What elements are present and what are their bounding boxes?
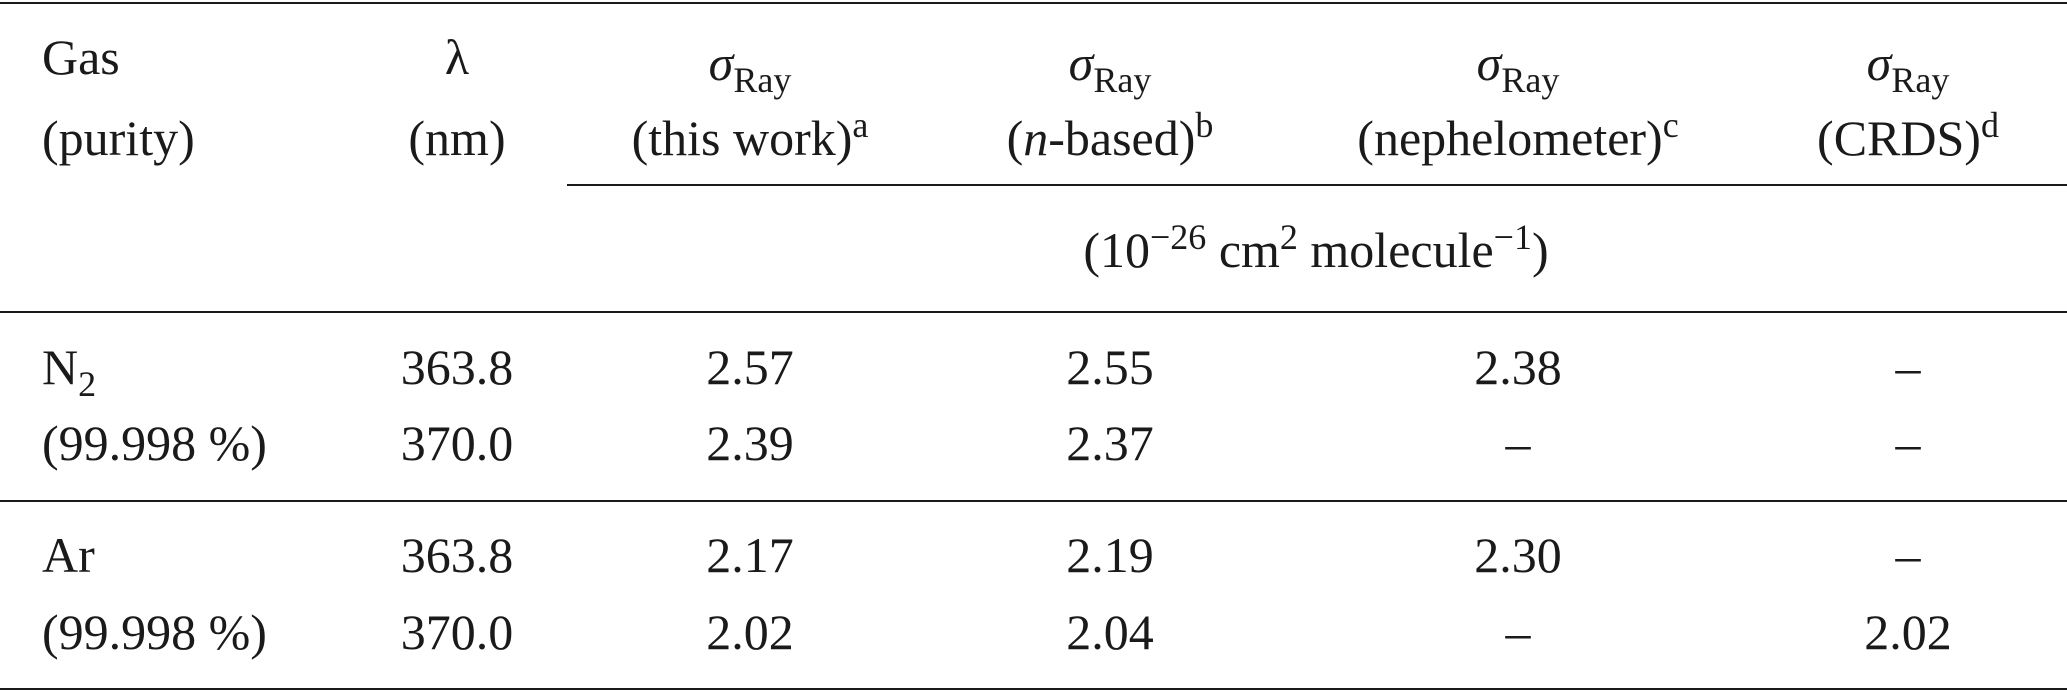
header-gas: Gas [42, 29, 120, 85]
purity-n2: (99.998 %) [42, 415, 267, 471]
this-work-cell: 2.17 [706, 527, 794, 583]
header-sigma-this-work: σRay [708, 35, 792, 98]
sigma-subscript: Ray [733, 60, 792, 100]
crds-cell: – [1895, 415, 1921, 471]
units-molecule: molecule [1297, 222, 1494, 278]
header-sigma-crds: σRay [1866, 35, 1950, 98]
crds-cell: – [1895, 527, 1921, 583]
n-based-cell: 2.04 [1066, 604, 1154, 660]
this-work-cell: 2.57 [706, 339, 794, 395]
units-base: (10 [1083, 222, 1151, 278]
footnote-c: c [1662, 105, 1679, 145]
footnote-d: d [1980, 105, 1999, 145]
gas-ar: Ar [42, 530, 95, 580]
header-nephelometer-label: (nephelometer) [1357, 110, 1663, 166]
nephelometer-cell: – [1505, 604, 1531, 660]
top-rule [0, 2, 2067, 4]
header-units: (10−26 cm2 molecule−1) [1083, 219, 1549, 278]
header-purity: (purity) [42, 110, 195, 166]
units-close: ) [1531, 222, 1549, 278]
header-nephelometer: (nephelometer)c [1357, 107, 1678, 166]
gas-n2: N2 [42, 339, 96, 402]
lambda-cell: 363.8 [400, 339, 514, 395]
units-cm: cm [1206, 222, 1280, 278]
sigma-subscript: Ray [1891, 60, 1950, 100]
open-paren: ( [1006, 110, 1024, 166]
this-work-cell: 2.39 [706, 415, 794, 471]
header-n-based-label: -based) [1048, 110, 1196, 166]
n-based-cell: 2.55 [1066, 339, 1154, 395]
header-rule [0, 311, 2067, 313]
gas-name: Ar [42, 527, 95, 583]
sigma-symbol: σ [1068, 35, 1094, 91]
header-sub-rule [567, 184, 2067, 186]
header-sigma-nephelometer: σRay [1476, 35, 1560, 98]
this-work-cell: 2.02 [706, 604, 794, 660]
gas-subscript: 2 [78, 364, 97, 404]
n-italic: n [1023, 110, 1049, 166]
lambda-cell: 370.0 [400, 604, 514, 660]
header-crds-label: (CRDS) [1817, 110, 1981, 166]
header-crds: (CRDS)d [1817, 107, 1999, 166]
sigma-symbol: σ [708, 35, 734, 91]
lambda-cell: 363.8 [400, 527, 514, 583]
gas-name: N [42, 339, 79, 395]
purity-ar: (99.998 %) [42, 604, 267, 660]
sigma-symbol: σ [1476, 35, 1502, 91]
header-sigma-n-based: σRay [1068, 35, 1152, 98]
units-exp-2: 2 [1279, 217, 1298, 257]
sigma-subscript: Ray [1093, 60, 1152, 100]
footnote-a: a [852, 105, 869, 145]
sigma-symbol: σ [1866, 35, 1892, 91]
lambda-cell: 370.0 [400, 415, 514, 471]
header-lambda-unit: (nm) [408, 110, 506, 166]
n-based-cell: 2.19 [1066, 527, 1154, 583]
crds-cell: – [1895, 339, 1921, 395]
header-lambda: λ [444, 29, 470, 85]
units-exp-26: −26 [1150, 217, 1207, 257]
nephelometer-cell: 2.38 [1474, 339, 1562, 395]
footnote-b: b [1195, 105, 1214, 145]
group-divider-rule [0, 500, 2067, 502]
crds-cell: 2.02 [1864, 604, 1952, 660]
units-exp-minus-1: −1 [1493, 217, 1532, 257]
bottom-rule [0, 688, 2067, 690]
n-based-cell: 2.37 [1066, 415, 1154, 471]
sigma-subscript: Ray [1501, 60, 1560, 100]
header-this-work: (this work)a [631, 107, 869, 166]
header-n-based: (n-based)b [1006, 107, 1214, 166]
nephelometer-cell: – [1505, 415, 1531, 471]
nephelometer-cell: 2.30 [1474, 527, 1562, 583]
header-this-work-label: (this work) [631, 110, 853, 166]
